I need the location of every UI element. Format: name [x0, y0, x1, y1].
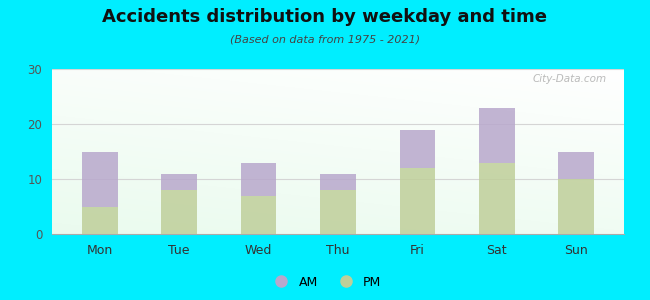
Text: City-Data.com: City-Data.com	[533, 74, 607, 84]
Bar	[82, 206, 118, 234]
Bar	[82, 152, 118, 206]
Bar	[479, 163, 515, 234]
Bar	[320, 173, 356, 190]
Bar	[479, 107, 515, 163]
Bar	[240, 163, 276, 196]
Bar	[400, 130, 436, 168]
Legend: AM, PM: AM, PM	[264, 271, 386, 294]
Text: (Based on data from 1975 - 2021): (Based on data from 1975 - 2021)	[230, 34, 420, 44]
Bar	[161, 190, 197, 234]
Bar	[161, 173, 197, 190]
Bar	[558, 179, 594, 234]
Bar	[240, 196, 276, 234]
Bar	[400, 168, 436, 234]
Bar	[320, 190, 356, 234]
Text: Accidents distribution by weekday and time: Accidents distribution by weekday and ti…	[103, 8, 547, 26]
Bar	[558, 152, 594, 179]
